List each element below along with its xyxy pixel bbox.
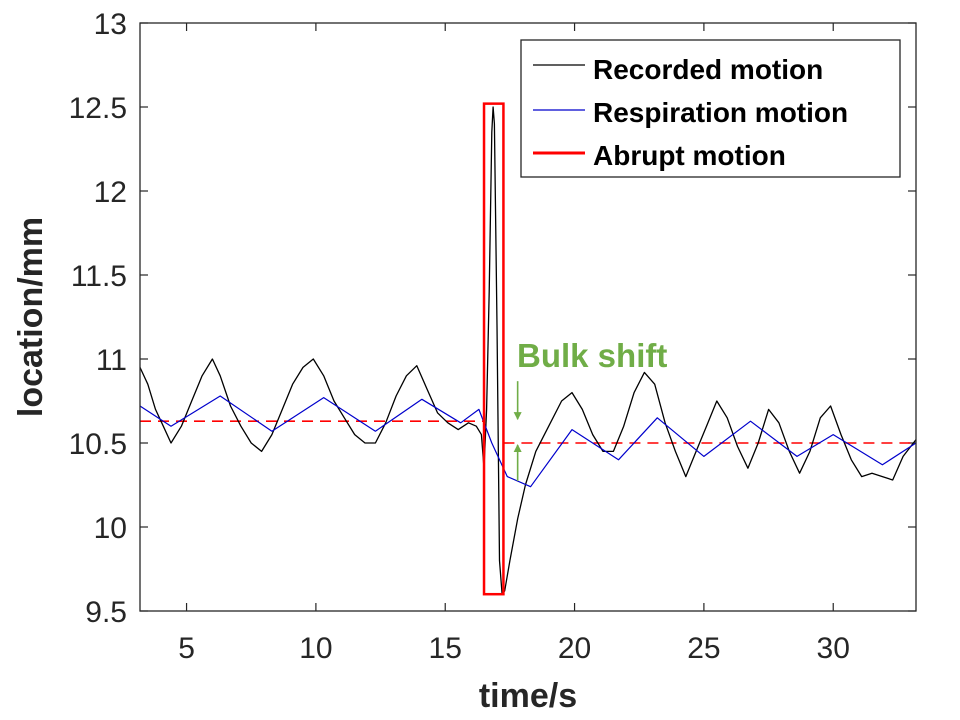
y-tick-label: 10 (94, 512, 127, 545)
y-tick-label: 11.5 (71, 260, 127, 293)
y-tick-label: 11 (96, 344, 127, 377)
bulk-shift-arrowhead-top (513, 412, 522, 421)
x-tick-label: 30 (817, 632, 850, 665)
x-axis-label: time/s (479, 677, 577, 715)
legend-label-abrupt: Abrupt motion (593, 140, 786, 171)
abrupt-motion-box (482, 102, 505, 596)
y-tick-label: 12 (94, 176, 127, 209)
y-tick-label: 12.5 (69, 92, 127, 125)
y-tick-label: 10.5 (69, 428, 127, 461)
ticks-layer: 5 10 15 20 25 30 9.5 10 10.5 11 11.5 12 12.5 13 (69, 8, 916, 665)
legend-label-recorded: Recorded motion (593, 54, 823, 85)
y-tick-label: 9.5 (85, 596, 127, 629)
bulk-shift-arrowhead-bottom (513, 444, 522, 452)
x-tick-label: 15 (429, 632, 462, 665)
bulk-shift-label: Bulk shift (517, 337, 667, 374)
x-tick-label: 5 (178, 632, 195, 665)
legend-label-respiration: Respiration motion (593, 97, 848, 128)
plot-frame (139, 22, 917, 612)
y-axis-label: location/mm (12, 217, 50, 417)
x-tick-label: 20 (558, 632, 591, 665)
x-tick-label: 10 (299, 632, 332, 665)
marks-layer (482, 102, 522, 596)
y-tick-label: 13 (94, 8, 127, 41)
series-layer (139, 106, 917, 595)
legend: Recorded motion Respiration motion Abrup… (520, 39, 901, 178)
x-tick-label: 25 (687, 632, 720, 665)
respiration-motion-line (139, 395, 917, 488)
